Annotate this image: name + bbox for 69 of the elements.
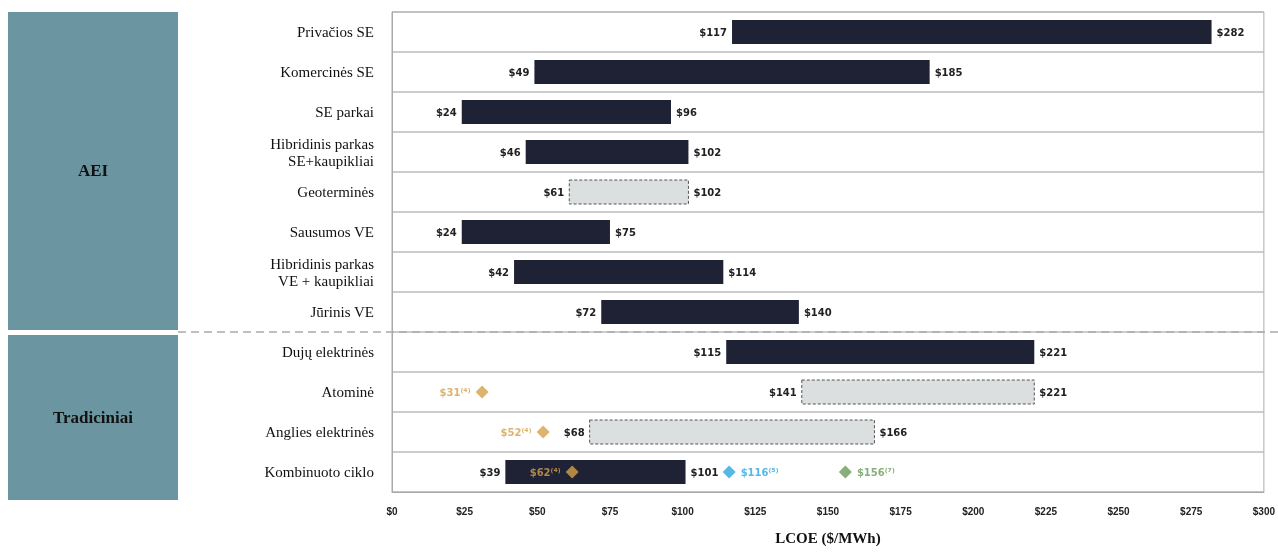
bar xyxy=(568,179,689,205)
text: $115 xyxy=(693,346,722,358)
bar xyxy=(601,300,799,324)
data-label: $116⁽⁵⁾ xyxy=(740,466,779,478)
text: $114 xyxy=(728,266,757,278)
text: $141 xyxy=(768,386,797,398)
bar xyxy=(589,419,875,445)
y-tick-label: Jūrinis VE xyxy=(310,304,374,320)
y-tick-label: Hibridinis parkas SE+kaupikliai xyxy=(270,135,375,169)
text: $117 xyxy=(699,26,728,38)
data-label: $156⁽⁷⁾ xyxy=(856,466,895,478)
text: AEI xyxy=(76,160,110,182)
x-tick-label: $100 xyxy=(671,505,695,517)
text: $166 xyxy=(879,426,908,438)
x-tick-label: $50 xyxy=(528,505,547,517)
text: $75 xyxy=(614,226,636,238)
y-tick-label: Atominė xyxy=(321,384,375,400)
x-tick-label: $225 xyxy=(1034,505,1058,517)
x-axis-title: LCOE ($/MWh) xyxy=(775,529,881,547)
x-tick-label: $150 xyxy=(816,505,840,517)
x-tick-label: $175 xyxy=(889,505,913,517)
text: $72 xyxy=(575,306,597,318)
y-tick-label: Sausumos VE xyxy=(289,224,374,240)
text: $24 xyxy=(435,226,457,238)
y-tick-label: Hibridinis parkas VE + kaupikliai xyxy=(270,255,375,289)
x-tick-label: $75 xyxy=(601,505,619,517)
x-tick-label: $200 xyxy=(962,505,985,517)
text: $46 xyxy=(499,146,521,158)
y-tick-label: Komercinės SE xyxy=(280,64,374,80)
bar xyxy=(732,20,1212,44)
x-tick-label: $250 xyxy=(1107,505,1131,517)
text: $61 xyxy=(543,186,565,198)
bar xyxy=(534,60,930,84)
data-label: $62⁽⁴⁾ xyxy=(529,466,561,478)
text: $185 xyxy=(934,66,963,78)
y-tick-label: Geoterminės xyxy=(297,184,375,200)
data-label: $31⁽⁴⁾ xyxy=(439,386,471,398)
y-tick-label: Privačios SE xyxy=(296,24,374,40)
bar xyxy=(505,460,686,484)
y-tick-label: Kombinuoto ciklo xyxy=(264,464,374,480)
y-tick-label: Anglies elektrinės xyxy=(265,424,375,440)
y-tick-label: Dujų elektrinės xyxy=(281,344,375,360)
x-tick-label: $125 xyxy=(744,505,767,517)
bar xyxy=(461,100,671,124)
bar xyxy=(514,260,724,284)
bar xyxy=(525,140,689,164)
text: $221 xyxy=(1039,346,1068,358)
text: $101 xyxy=(690,466,719,478)
bar xyxy=(461,220,610,244)
bar xyxy=(726,340,1035,364)
text: $49 xyxy=(508,66,530,78)
text: $96 xyxy=(676,106,697,118)
text: $102 xyxy=(693,186,722,198)
text: $221 xyxy=(1039,386,1068,398)
text: $282 xyxy=(1216,26,1245,38)
text: $39 xyxy=(479,466,501,478)
x-tick-label: $0 xyxy=(386,505,398,517)
data-label: $52⁽⁴⁾ xyxy=(500,426,532,438)
text: $24 xyxy=(435,106,457,118)
x-tick-label: $25 xyxy=(456,505,474,517)
bar xyxy=(801,379,1035,405)
text: $68 xyxy=(563,426,585,438)
text: $42 xyxy=(488,266,510,278)
text: $102 xyxy=(693,146,722,158)
text: Tradiciniai xyxy=(52,406,134,429)
x-tick-label: $275 xyxy=(1180,505,1203,517)
x-tick-label: $300 xyxy=(1252,505,1276,517)
y-tick-label: SE parkai xyxy=(315,104,374,120)
text: $140 xyxy=(803,306,832,318)
